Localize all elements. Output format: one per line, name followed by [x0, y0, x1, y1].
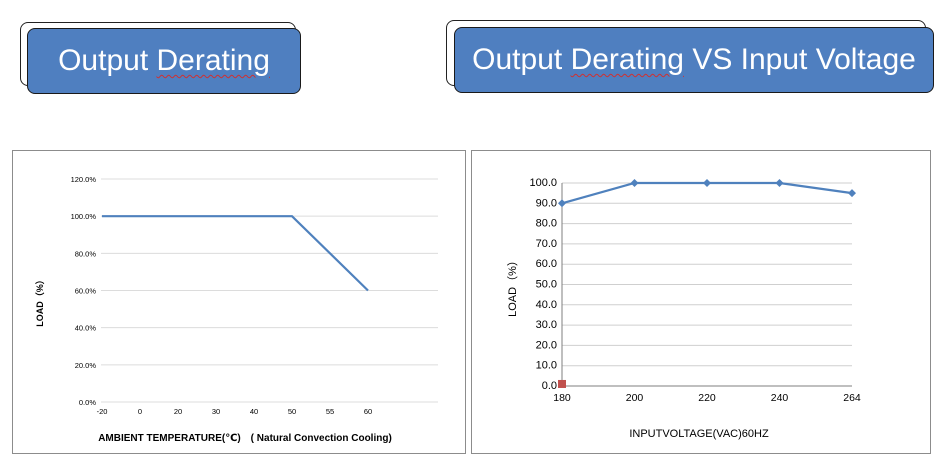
- banner-rest: VS Input Voltage: [692, 43, 916, 76]
- data-point: [558, 199, 566, 208]
- y-tick-label: 40.0%: [75, 324, 97, 333]
- banner-title: Output Derating VS Input Voltage: [454, 27, 934, 93]
- y-tick-label: 30.0: [536, 319, 557, 331]
- y-tick-labels: 0.0 10.0 20.0 30.0 40.0 50.0 60.0 70.0 80.0 90.0 1…: [529, 177, 557, 392]
- y-tick-label: 50.0: [536, 279, 557, 291]
- y-tick-label: 120.0%: [71, 175, 97, 184]
- y-tick-label: 40.0: [536, 299, 557, 311]
- x-tick-label: 264: [843, 392, 861, 404]
- data-point: [703, 179, 711, 187]
- x-tick-label: 200: [626, 392, 644, 404]
- grid-lines: [561, 182, 852, 387]
- y-tick-label: 20.0: [536, 339, 557, 351]
- x-tick-label: -20: [97, 407, 108, 416]
- x-tick-label: 0: [138, 407, 142, 416]
- data-point: [775, 179, 784, 187]
- x-tick-label: 20: [174, 407, 182, 416]
- banner-word-1: Output: [472, 43, 563, 76]
- x-tick-labels: -20 0 20 30 40 50 55 60: [97, 407, 373, 416]
- banner-word-2: Derating: [570, 43, 684, 76]
- data-point: [558, 379, 566, 388]
- y-tick-label: 10.0: [536, 360, 557, 372]
- x-tick-label: 40: [250, 407, 258, 416]
- y-tick-label: 100.0: [529, 177, 557, 189]
- x-tick-label: 220: [698, 392, 716, 404]
- data-point: [630, 179, 639, 187]
- y-tick-label: 0.0%: [79, 398, 96, 407]
- x-tick-label: 180: [553, 392, 571, 404]
- series-group: [102, 215, 369, 292]
- x-tick-label: 50: [288, 407, 296, 416]
- banner-word-1: Output: [58, 44, 149, 77]
- x-tick-label: 30: [212, 407, 220, 416]
- data-point: [848, 189, 856, 198]
- x-tick-label: 60: [364, 407, 372, 416]
- y-tick-labels: 0.0% 20.0% 40.0% 60.0% 80.0% 100.0% 120.0%: [71, 175, 97, 407]
- chart-panel-voltage: 0.0 10.0 20.0 30.0 40.0 50.0 60.0 70.0 80.0 90.0 1…: [471, 150, 931, 454]
- chart-temperature-derating: 0.0% 20.0% 40.0% 60.0% 80.0% 100.0% 120.0% -20…: [35, 175, 438, 444]
- x-axis-label: AMBIENT TEMPERATURE(℃) ( Natural Convect…: [98, 433, 392, 444]
- banner-word-2: Derating: [156, 44, 270, 77]
- x-tick-label: 240: [771, 392, 789, 404]
- y-tick-label: 90.0: [536, 197, 557, 209]
- y-tick-label: 0.0: [542, 380, 557, 392]
- chart-input-voltage-derating: 0.0 10.0 20.0 30.0 40.0 50.0 60.0 70.0 80.0 90.0 1…: [506, 177, 861, 440]
- y-tick-label: 60.0%: [75, 287, 97, 296]
- y-tick-label: 60.0: [536, 258, 557, 270]
- banner-title: Output Derating: [27, 28, 301, 94]
- grid-lines: [101, 178, 438, 403]
- x-axis-label: INPUTVOLTAGE(VAC)60HZ: [629, 428, 769, 440]
- x-tick-labels: 180 200 220 240 264: [553, 392, 861, 404]
- y-tick-label: 100.0%: [71, 212, 97, 221]
- series-line: [102, 215, 369, 292]
- y-axis-label: LOAD（%）: [35, 275, 45, 327]
- y-axis-label: LOAD（%）: [506, 255, 519, 317]
- chart-panel-temperature: 0.0% 20.0% 40.0% 60.0% 80.0% 100.0% 120.0% -20…: [12, 150, 466, 454]
- x-tick-label: 55: [326, 407, 334, 416]
- y-tick-label: 70.0: [536, 238, 557, 250]
- series-group: [558, 179, 856, 388]
- y-tick-label: 80.0: [536, 218, 557, 230]
- y-tick-label: 20.0%: [75, 361, 97, 370]
- y-tick-label: 80.0%: [75, 249, 97, 258]
